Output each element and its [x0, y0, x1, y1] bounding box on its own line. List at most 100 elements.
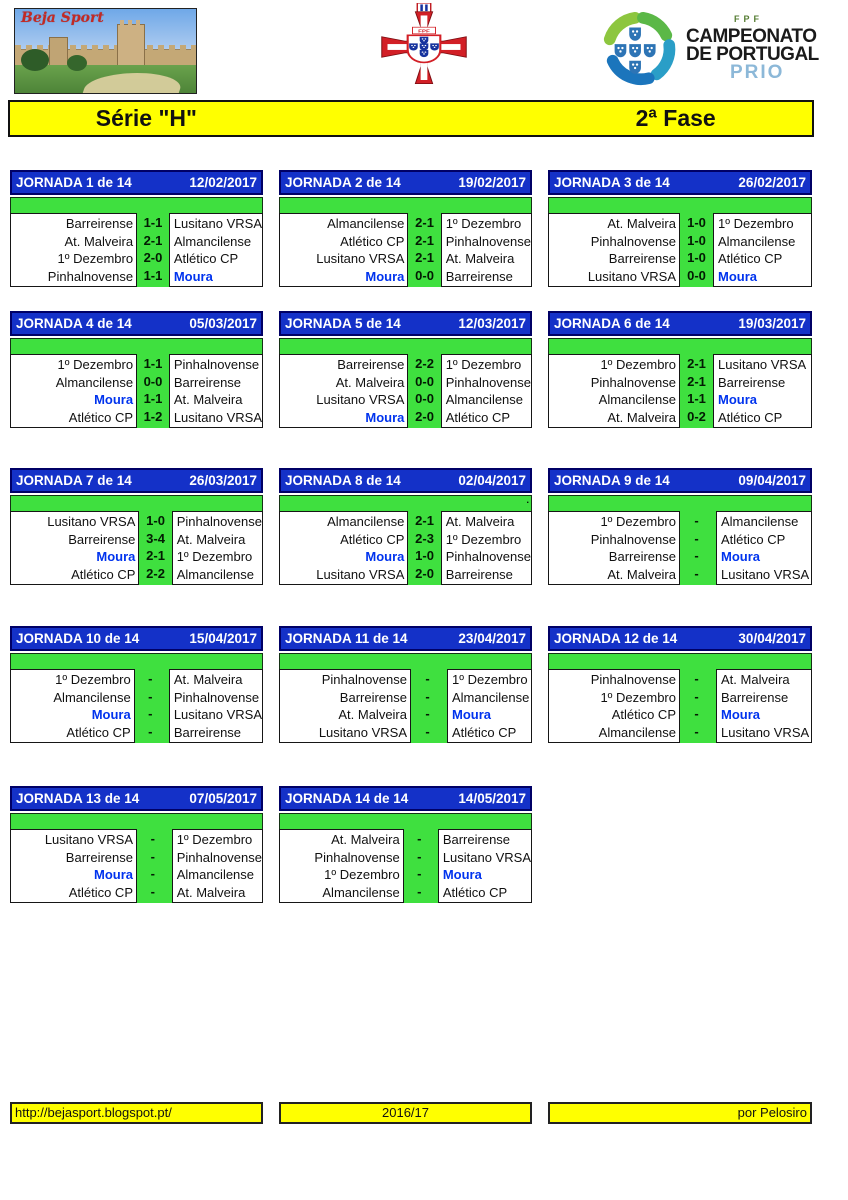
home-team-column: Barreirense At. Malveira 1º Dezembro Pinhal… — [10, 213, 138, 287]
away-team: Almancilense — [718, 233, 796, 249]
away-team: Barreirense — [442, 832, 511, 847]
match-score: - — [417, 831, 422, 846]
jornada-header: JORNADA 10 de 14 15/04/2017 — [10, 626, 263, 651]
match-score: 1-0 — [146, 513, 165, 528]
score-column: 1-0 1-0 1-0 0-0 — [680, 213, 713, 287]
away-team: Almancilense — [445, 392, 524, 407]
home-team-column: At. Malveira Pinhalnovense Barreirense Lusi… — [548, 213, 680, 287]
match-score: 0-0 — [687, 267, 706, 283]
match-score: 1-1 — [143, 215, 163, 230]
home-team-column: Almancilense Atlético CP Lusitano VRSA Mour… — [279, 213, 409, 287]
jornada-card: JORNADA 11 de 14 23/04/2017 Pinhalnovens… — [279, 626, 532, 743]
olive-tree-icon — [21, 49, 49, 71]
home-team: Barreirense — [65, 849, 133, 865]
away-team: 1º Dezembro — [176, 832, 253, 847]
jornada-title: JORNADA 14 de 14 — [285, 791, 409, 806]
jornada-card: JORNADA 13 de 14 07/05/2017 Lusitano VRS… — [10, 786, 263, 903]
matches-table: Barreirense At. Malveira 1º Dezembro Pinhal… — [10, 213, 263, 287]
away-team-column: 1º Dezembro Pinhalnovense At. Malveira Barr… — [440, 213, 532, 287]
matches-table: 1º Dezembro Pinhalnovense Almancilense At. … — [548, 354, 812, 428]
green-band — [548, 653, 812, 669]
home-team: Atlético CP — [66, 724, 131, 740]
match-score: 0-0 — [415, 391, 434, 406]
away-team: Atlético CP — [445, 409, 511, 425]
away-team: Atlético CP — [721, 531, 786, 547]
score-column: - - - - — [680, 511, 713, 585]
home-team: Pinhalnovense — [321, 672, 407, 687]
away-team: Barreirense — [721, 689, 789, 705]
olive-tree-icon — [67, 55, 87, 71]
match-score: - — [425, 671, 430, 686]
jornada-title: JORNADA 8 de 14 — [285, 473, 401, 488]
home-team: At. Malveira — [64, 233, 134, 249]
away-team: Atlético CP — [173, 251, 239, 266]
jornada-body: 1º Dezembro Almancilense Moura Atlético CP … — [10, 338, 263, 428]
away-team: Barreirense — [718, 374, 786, 390]
jornadas-row: JORNADA 7 de 14 26/03/2017 Lusitano VRSA… — [10, 468, 812, 585]
away-team-column: Almancilense Atlético CP Moura Lusitano VRS… — [716, 511, 812, 585]
home-team: At. Malveira — [338, 707, 407, 722]
home-team: 1º Dezembro — [600, 514, 676, 529]
away-team: At. Malveira — [721, 672, 790, 687]
home-team: Atlético CP — [68, 409, 134, 425]
home-team: Barreirense — [608, 251, 676, 266]
green-band — [279, 197, 532, 213]
score-column: - - - - — [137, 829, 169, 903]
score-column: 1-0 3-4 2-1 2-2 — [139, 511, 171, 585]
match-score: 2-1 — [146, 548, 165, 563]
jornada-header: JORNADA 14 de 14 14/05/2017 — [279, 786, 532, 811]
footer: http://bejasport.blogspot.pt/ 2016/17 po… — [10, 1102, 812, 1124]
home-team: Atlético CP — [71, 566, 136, 582]
match-score: - — [150, 848, 156, 864]
match-score: 2-1 — [415, 250, 434, 265]
jornada-date: 05/03/2017 — [189, 316, 257, 331]
match-score: 2-2 — [146, 565, 165, 581]
green-band — [10, 338, 263, 354]
jornada-header: JORNADA 5 de 14 12/03/2017 — [279, 311, 532, 336]
jornada-body: Pinhalnovense Barreirense At. Malveira Lusi… — [279, 653, 532, 743]
beja-sport-logo-text: Beja Sport — [21, 10, 104, 26]
away-team: Barreirense — [173, 724, 242, 740]
green-band — [10, 813, 263, 829]
match-score: 1-0 — [415, 548, 434, 563]
away-team: Atlético CP — [452, 724, 517, 740]
away-team: Moura — [173, 268, 213, 284]
fpf-crest-logo: FPF — [376, 2, 472, 96]
away-team: Lusitano VRSA — [173, 707, 262, 722]
match-score: 3-4 — [146, 530, 165, 546]
away-team: Moura — [452, 707, 491, 722]
away-team: 1º Dezembro — [445, 357, 522, 372]
matches-table: Pinhalnovense Barreirense At. Malveira Lusi… — [279, 669, 532, 743]
footer-blog-url[interactable]: http://bejasport.blogspot.pt/ — [10, 1102, 263, 1124]
match-score: - — [148, 723, 153, 739]
away-team: Pinhalnovense — [445, 374, 531, 390]
score-column: - - - - — [135, 669, 166, 743]
match-score: - — [417, 866, 422, 881]
jornada-header: JORNADA 2 de 14 19/02/2017 — [279, 170, 532, 195]
away-team: Moura — [718, 392, 757, 407]
jornada-card: JORNADA 10 de 14 15/04/2017 1º Dezembro A… — [10, 626, 263, 743]
match-score: - — [694, 723, 699, 739]
score-column: 1-1 2-1 2-0 1-1 — [137, 213, 169, 287]
away-team-column: 1º Dezembro Pinhalnovense Almancilense At. … — [171, 829, 263, 903]
jornada-title: JORNADA 1 de 14 — [16, 175, 132, 190]
jornada-title: JORNADA 7 de 14 — [16, 473, 132, 488]
matches-table: Almancilense Atlético CP Moura Lusitano VRS… — [279, 511, 532, 585]
quinas-swirl-icon — [603, 11, 676, 86]
jornada-body: . Almancilense Atlético CP Moura Lusitano V… — [279, 495, 532, 585]
jornada-card: JORNADA 3 de 14 26/02/2017 At. Malveira P… — [548, 170, 812, 287]
match-score: 1-0 — [687, 232, 706, 248]
matches-table: Almancilense Atlético CP Lusitano VRSA Mour… — [279, 213, 532, 287]
home-team: Almancilense — [598, 724, 676, 740]
home-team: Atlético CP — [68, 884, 133, 900]
match-score: - — [148, 688, 153, 704]
match-score: - — [425, 706, 430, 721]
away-team: Pinhalnovense — [173, 689, 260, 705]
match-score: - — [694, 548, 699, 563]
green-band — [279, 338, 532, 354]
away-team-column: Pinhalnovense At. Malveira 1º Dezembro Alma… — [171, 511, 263, 585]
home-team: Lusitano VRSA — [316, 566, 405, 582]
away-team-column: 1º Dezembro Pinhalnovense Almancilense Atlé… — [440, 354, 532, 428]
jornada-date: 19/03/2017 — [738, 316, 806, 331]
match-score: 2-1 — [687, 373, 706, 389]
